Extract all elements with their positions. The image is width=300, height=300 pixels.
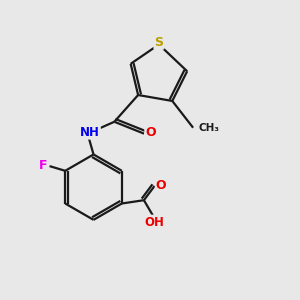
Text: OH: OH (145, 216, 164, 229)
Text: S: S (154, 36, 164, 49)
Text: O: O (156, 179, 167, 192)
Text: F: F (39, 159, 47, 172)
Text: O: O (145, 126, 156, 139)
Text: NH: NH (80, 126, 100, 139)
Text: CH₃: CH₃ (198, 123, 219, 133)
